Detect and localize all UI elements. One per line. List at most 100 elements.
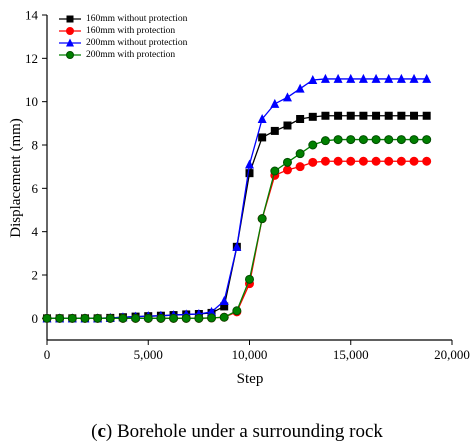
marker bbox=[270, 166, 280, 176]
marker bbox=[245, 274, 254, 284]
marker bbox=[320, 73, 330, 83]
marker bbox=[296, 115, 305, 123]
marker bbox=[308, 157, 318, 167]
marker bbox=[346, 156, 356, 166]
marker bbox=[282, 165, 292, 175]
series bbox=[42, 73, 432, 323]
legend-label: 200mm with protection bbox=[86, 50, 175, 60]
marker bbox=[358, 73, 368, 83]
marker bbox=[282, 157, 292, 167]
marker bbox=[384, 73, 394, 83]
series-line bbox=[47, 78, 427, 319]
legend-marker bbox=[66, 51, 74, 59]
marker bbox=[220, 302, 229, 311]
marker bbox=[333, 135, 343, 145]
x-tick-label: 15,000 bbox=[333, 347, 369, 362]
marker bbox=[270, 126, 279, 135]
marker bbox=[308, 140, 318, 150]
series bbox=[42, 156, 432, 323]
legend-label: 200mm without protection bbox=[86, 38, 188, 48]
marker bbox=[358, 135, 368, 145]
marker bbox=[169, 313, 179, 323]
marker bbox=[55, 313, 65, 323]
marker bbox=[384, 135, 394, 145]
legend-label: 160mm with protection bbox=[86, 26, 175, 36]
y-tick-label: 8 bbox=[32, 138, 39, 153]
marker bbox=[409, 73, 419, 83]
marker bbox=[410, 111, 419, 120]
marker bbox=[359, 111, 368, 120]
marker bbox=[143, 313, 153, 323]
marker bbox=[384, 111, 393, 120]
marker bbox=[409, 135, 419, 145]
marker bbox=[371, 156, 381, 166]
marker bbox=[156, 313, 166, 323]
marker bbox=[282, 92, 292, 102]
marker bbox=[396, 156, 406, 166]
marker bbox=[308, 112, 317, 121]
marker bbox=[93, 313, 103, 323]
marker bbox=[295, 83, 305, 93]
marker bbox=[346, 135, 356, 145]
marker bbox=[384, 156, 394, 166]
marker bbox=[219, 312, 229, 322]
series-line bbox=[47, 138, 427, 319]
marker bbox=[258, 133, 267, 142]
y-tick-label: 2 bbox=[32, 268, 39, 283]
marker bbox=[283, 121, 292, 130]
marker bbox=[422, 156, 432, 166]
marker bbox=[245, 169, 254, 178]
marker bbox=[42, 313, 52, 323]
marker bbox=[194, 313, 204, 323]
x-tick-label: 5,000 bbox=[134, 347, 163, 362]
marker bbox=[207, 306, 217, 316]
marker bbox=[409, 156, 419, 166]
marker bbox=[131, 313, 141, 323]
y-tick-label: 0 bbox=[32, 311, 39, 326]
marker bbox=[118, 313, 128, 323]
marker bbox=[358, 156, 368, 166]
marker bbox=[232, 306, 242, 316]
x-tick-label: 10,000 bbox=[232, 347, 268, 362]
y-tick-label: 4 bbox=[32, 224, 39, 239]
marker bbox=[422, 73, 432, 83]
y-axis-title: Displacement (mm) bbox=[8, 118, 24, 238]
marker bbox=[396, 73, 406, 83]
legend-marker bbox=[66, 27, 74, 35]
caption-open: ( bbox=[91, 421, 97, 442]
marker bbox=[371, 73, 381, 83]
marker bbox=[308, 75, 318, 84]
marker bbox=[219, 296, 229, 305]
y-tick-label: 6 bbox=[32, 181, 39, 196]
marker bbox=[372, 111, 381, 120]
series-line bbox=[47, 115, 427, 319]
marker bbox=[232, 241, 242, 251]
marker bbox=[320, 136, 330, 146]
marker bbox=[257, 214, 267, 224]
caption-text: ) Borehole under a surrounding rock bbox=[106, 421, 384, 442]
series bbox=[43, 111, 431, 323]
marker bbox=[422, 135, 432, 145]
marker bbox=[207, 313, 217, 323]
y-tick-label: 12 bbox=[25, 51, 38, 66]
y-tick-label: 10 bbox=[25, 94, 38, 109]
marker bbox=[295, 162, 305, 172]
marker bbox=[295, 149, 305, 159]
marker bbox=[67, 313, 77, 323]
marker bbox=[270, 98, 280, 108]
marker bbox=[333, 73, 343, 83]
marker bbox=[321, 111, 330, 120]
x-axis-title: Step bbox=[237, 371, 264, 387]
marker bbox=[346, 111, 355, 120]
marker bbox=[346, 73, 356, 83]
marker bbox=[371, 135, 381, 145]
marker bbox=[397, 111, 406, 120]
legend: 160mm without protection 160mm with prote… bbox=[59, 14, 188, 60]
marker bbox=[105, 313, 115, 323]
x-tick-label: 20,000 bbox=[434, 347, 470, 362]
marker bbox=[257, 114, 267, 123]
marker bbox=[245, 159, 254, 169]
legend-marker bbox=[66, 15, 74, 23]
legend-label: 160mm without protection bbox=[86, 14, 188, 24]
caption: (c) Borehole under a surrounding rock bbox=[91, 421, 383, 442]
